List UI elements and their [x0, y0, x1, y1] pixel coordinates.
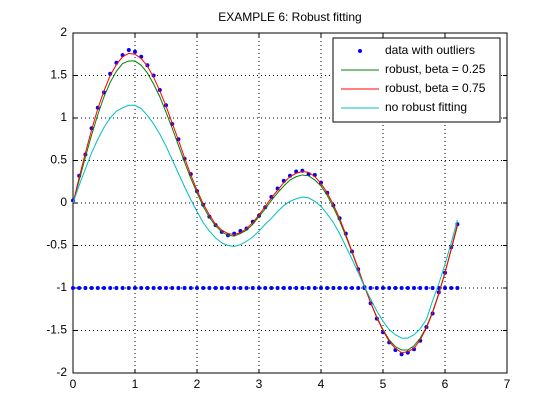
data-point — [294, 286, 299, 290]
data-point — [133, 49, 137, 54]
fit-line — [72, 52, 458, 354]
data-point — [449, 286, 454, 290]
data-point — [319, 180, 323, 185]
data-point — [102, 286, 106, 290]
x-tick-label: 6 — [442, 377, 449, 391]
y-tick-label: -0.5 — [46, 238, 67, 252]
x-tick-label: 4 — [318, 377, 325, 391]
x-tick-label: 1 — [132, 377, 139, 391]
data-point — [207, 286, 212, 290]
data-point — [108, 286, 113, 290]
y-tick-label: 1 — [60, 110, 67, 124]
data-point — [126, 286, 131, 290]
data-point — [424, 286, 429, 290]
data-point — [343, 286, 348, 290]
data-point — [368, 286, 373, 290]
data-point — [275, 286, 280, 290]
data-point — [164, 286, 168, 290]
y-tick-label: 1.5 — [50, 68, 67, 82]
legend-marker — [358, 49, 362, 53]
data-point — [257, 286, 261, 290]
data-point — [250, 286, 255, 290]
fit-line — [72, 104, 458, 339]
data-point — [288, 173, 292, 178]
data-point — [201, 286, 206, 290]
data-point — [381, 286, 385, 290]
data-point — [195, 286, 199, 290]
legend-label: robust, beta = 0.75 — [385, 81, 486, 95]
data-point — [71, 286, 75, 290]
y-tick-label: -1 — [56, 280, 67, 294]
fit-line — [72, 60, 458, 351]
data-point — [114, 286, 119, 290]
legend-label: data with outliers — [385, 43, 475, 57]
chart-title: EXAMPLE 6: Robust fitting — [218, 10, 361, 24]
data-point — [412, 347, 416, 352]
data-point — [356, 286, 361, 290]
data-point — [120, 286, 125, 290]
data-point — [83, 286, 88, 290]
data-point — [139, 286, 144, 290]
legend-label: no robust fitting — [385, 100, 467, 114]
x-tick-label: 3 — [256, 377, 263, 391]
data-point — [182, 286, 187, 290]
data-point — [95, 286, 100, 290]
data-point — [331, 286, 336, 290]
x-tick-label: 7 — [504, 377, 511, 391]
x-tick-label: 5 — [380, 377, 387, 391]
data-point — [151, 286, 156, 290]
data-point — [455, 286, 460, 290]
data-point — [306, 286, 311, 290]
y-tick-label: 2 — [60, 25, 67, 39]
data-point — [126, 48, 131, 52]
legend-label: robust, beta = 0.25 — [385, 62, 486, 76]
data-point — [89, 286, 94, 290]
data-point — [226, 286, 230, 290]
y-tick-label: -2 — [56, 365, 67, 379]
data-point — [188, 286, 193, 290]
data-point — [412, 286, 416, 290]
data-point — [399, 286, 404, 290]
data-point — [319, 286, 323, 290]
data-point — [312, 286, 317, 290]
data-point — [325, 286, 330, 290]
data-point — [133, 286, 137, 290]
data-point — [170, 286, 175, 290]
x-tick-label: 2 — [194, 377, 201, 391]
data-point — [300, 286, 305, 290]
data-point — [337, 286, 342, 290]
data-point — [288, 286, 292, 290]
data-point — [393, 286, 398, 290]
y-tick-label: -1.5 — [46, 323, 67, 337]
data-point — [387, 286, 392, 290]
data-point — [399, 352, 404, 357]
data-point — [418, 286, 423, 290]
data-point — [281, 286, 286, 290]
data-point — [213, 286, 218, 290]
y-tick-label: 0 — [60, 195, 67, 209]
data-point — [350, 286, 354, 290]
data-point — [443, 286, 447, 290]
data-point — [269, 286, 274, 290]
y-tick-label: 0.5 — [50, 153, 67, 167]
data-point — [405, 286, 410, 290]
data-point — [157, 286, 162, 290]
data-point — [374, 286, 379, 290]
data-point — [145, 286, 150, 290]
data-point — [238, 286, 243, 290]
data-point — [219, 286, 224, 290]
data-point — [176, 286, 181, 290]
data-point — [244, 286, 249, 290]
data-point — [430, 286, 435, 290]
data-point — [77, 286, 82, 290]
data-point — [232, 286, 237, 290]
data-point — [263, 286, 268, 290]
x-tick-label: 0 — [70, 377, 77, 391]
